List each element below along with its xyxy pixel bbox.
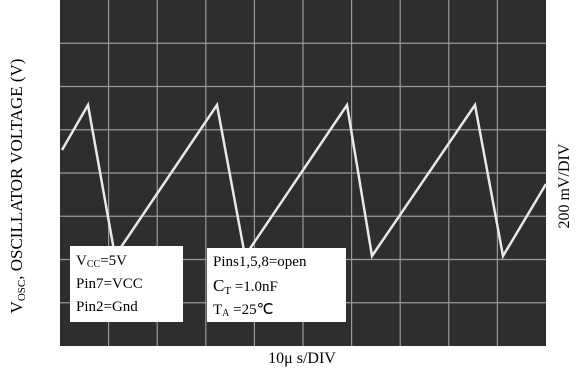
horizontal-scale: 10μ s/DIV	[268, 350, 336, 367]
label-text: , OSCILLATOR VOLTAGE (V)	[7, 59, 26, 280]
subscript: CC	[87, 259, 101, 270]
y-axis-label: VOSC, OSCILLATOR VOLTAGE (V)	[7, 59, 28, 314]
subscript: OSC	[16, 280, 28, 301]
symbol: V	[7, 300, 26, 313]
scope-figure: VCC=5V Pin7=VCC Pin2=Gnd Pins1,5,8=open …	[0, 0, 580, 373]
condition: Pins1,5,8=open	[213, 254, 307, 270]
condition-text: C	[213, 276, 224, 295]
condition: Pin7=VCC	[76, 276, 143, 292]
condition-text: =1.0nF	[231, 279, 278, 295]
vertical-scale: 200 mV/DIV	[556, 143, 573, 228]
condition-text: =25℃	[229, 302, 273, 318]
condition: TA =25℃	[213, 302, 273, 319]
condition: Pin2=Gnd	[76, 299, 138, 315]
condition: CT =1.0nF	[213, 276, 278, 297]
condition: VCC=5V	[76, 253, 127, 270]
condition-text: V	[76, 253, 87, 269]
condition-text: =5V	[100, 253, 127, 269]
condition-text: T	[213, 302, 222, 318]
